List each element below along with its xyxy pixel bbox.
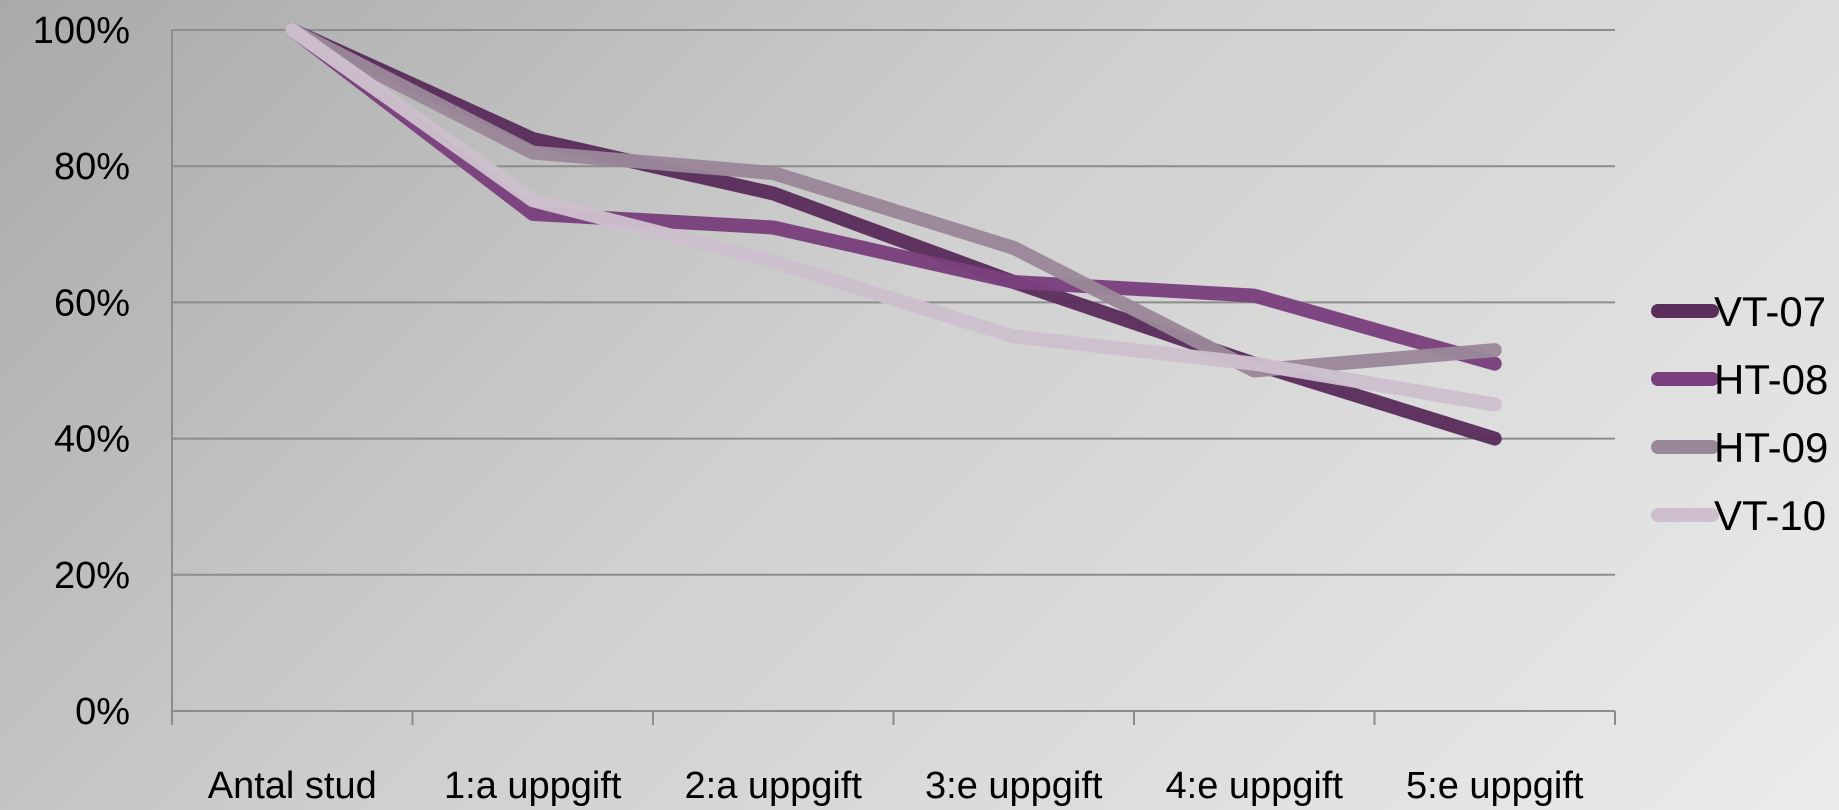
legend-label: VT-07 <box>1714 288 1826 335</box>
legend-label: VT-10 <box>1714 492 1826 539</box>
series-line-ht-08 <box>285 23 1502 371</box>
legend-item: HT-09 <box>1651 424 1828 471</box>
y-tick-labels: 0% 20% 40% 60% 80% 100% <box>33 10 130 733</box>
legend-label: HT-08 <box>1714 356 1828 403</box>
legend-item: VT-10 <box>1651 492 1826 539</box>
series-lines <box>285 23 1502 446</box>
legend: VT-07 HT-08 HT-09 VT-10 <box>1651 288 1828 539</box>
legend-item: HT-08 <box>1651 356 1828 403</box>
y-tick-label: 20% <box>54 555 130 597</box>
x-tick-label: Antal stud <box>208 765 377 807</box>
legend-label: HT-09 <box>1714 424 1828 471</box>
x-tick-labels: Antal stud 1:a uppgift 2:a uppgift 3:e uppg… <box>208 765 1584 807</box>
gridlines <box>172 29 1615 712</box>
x-tick-label: 3:e uppgift <box>925 765 1103 807</box>
x-tick-label: 2:a uppgift <box>685 765 863 807</box>
x-tick-label: 5:e uppgift <box>1406 765 1584 807</box>
axes <box>171 30 1616 725</box>
y-tick-label: 100% <box>33 10 130 52</box>
x-tick-label: 4:e uppgift <box>1166 765 1344 807</box>
legend-item: VT-07 <box>1651 288 1826 335</box>
y-tick-label: 80% <box>54 146 130 188</box>
series-line-vt-10 <box>285 23 1502 412</box>
y-tick-label: 40% <box>54 419 130 461</box>
y-tick-label: 0% <box>75 691 130 733</box>
y-tick-label: 60% <box>54 282 130 324</box>
x-tick-label: 1:a uppgift <box>444 765 622 807</box>
